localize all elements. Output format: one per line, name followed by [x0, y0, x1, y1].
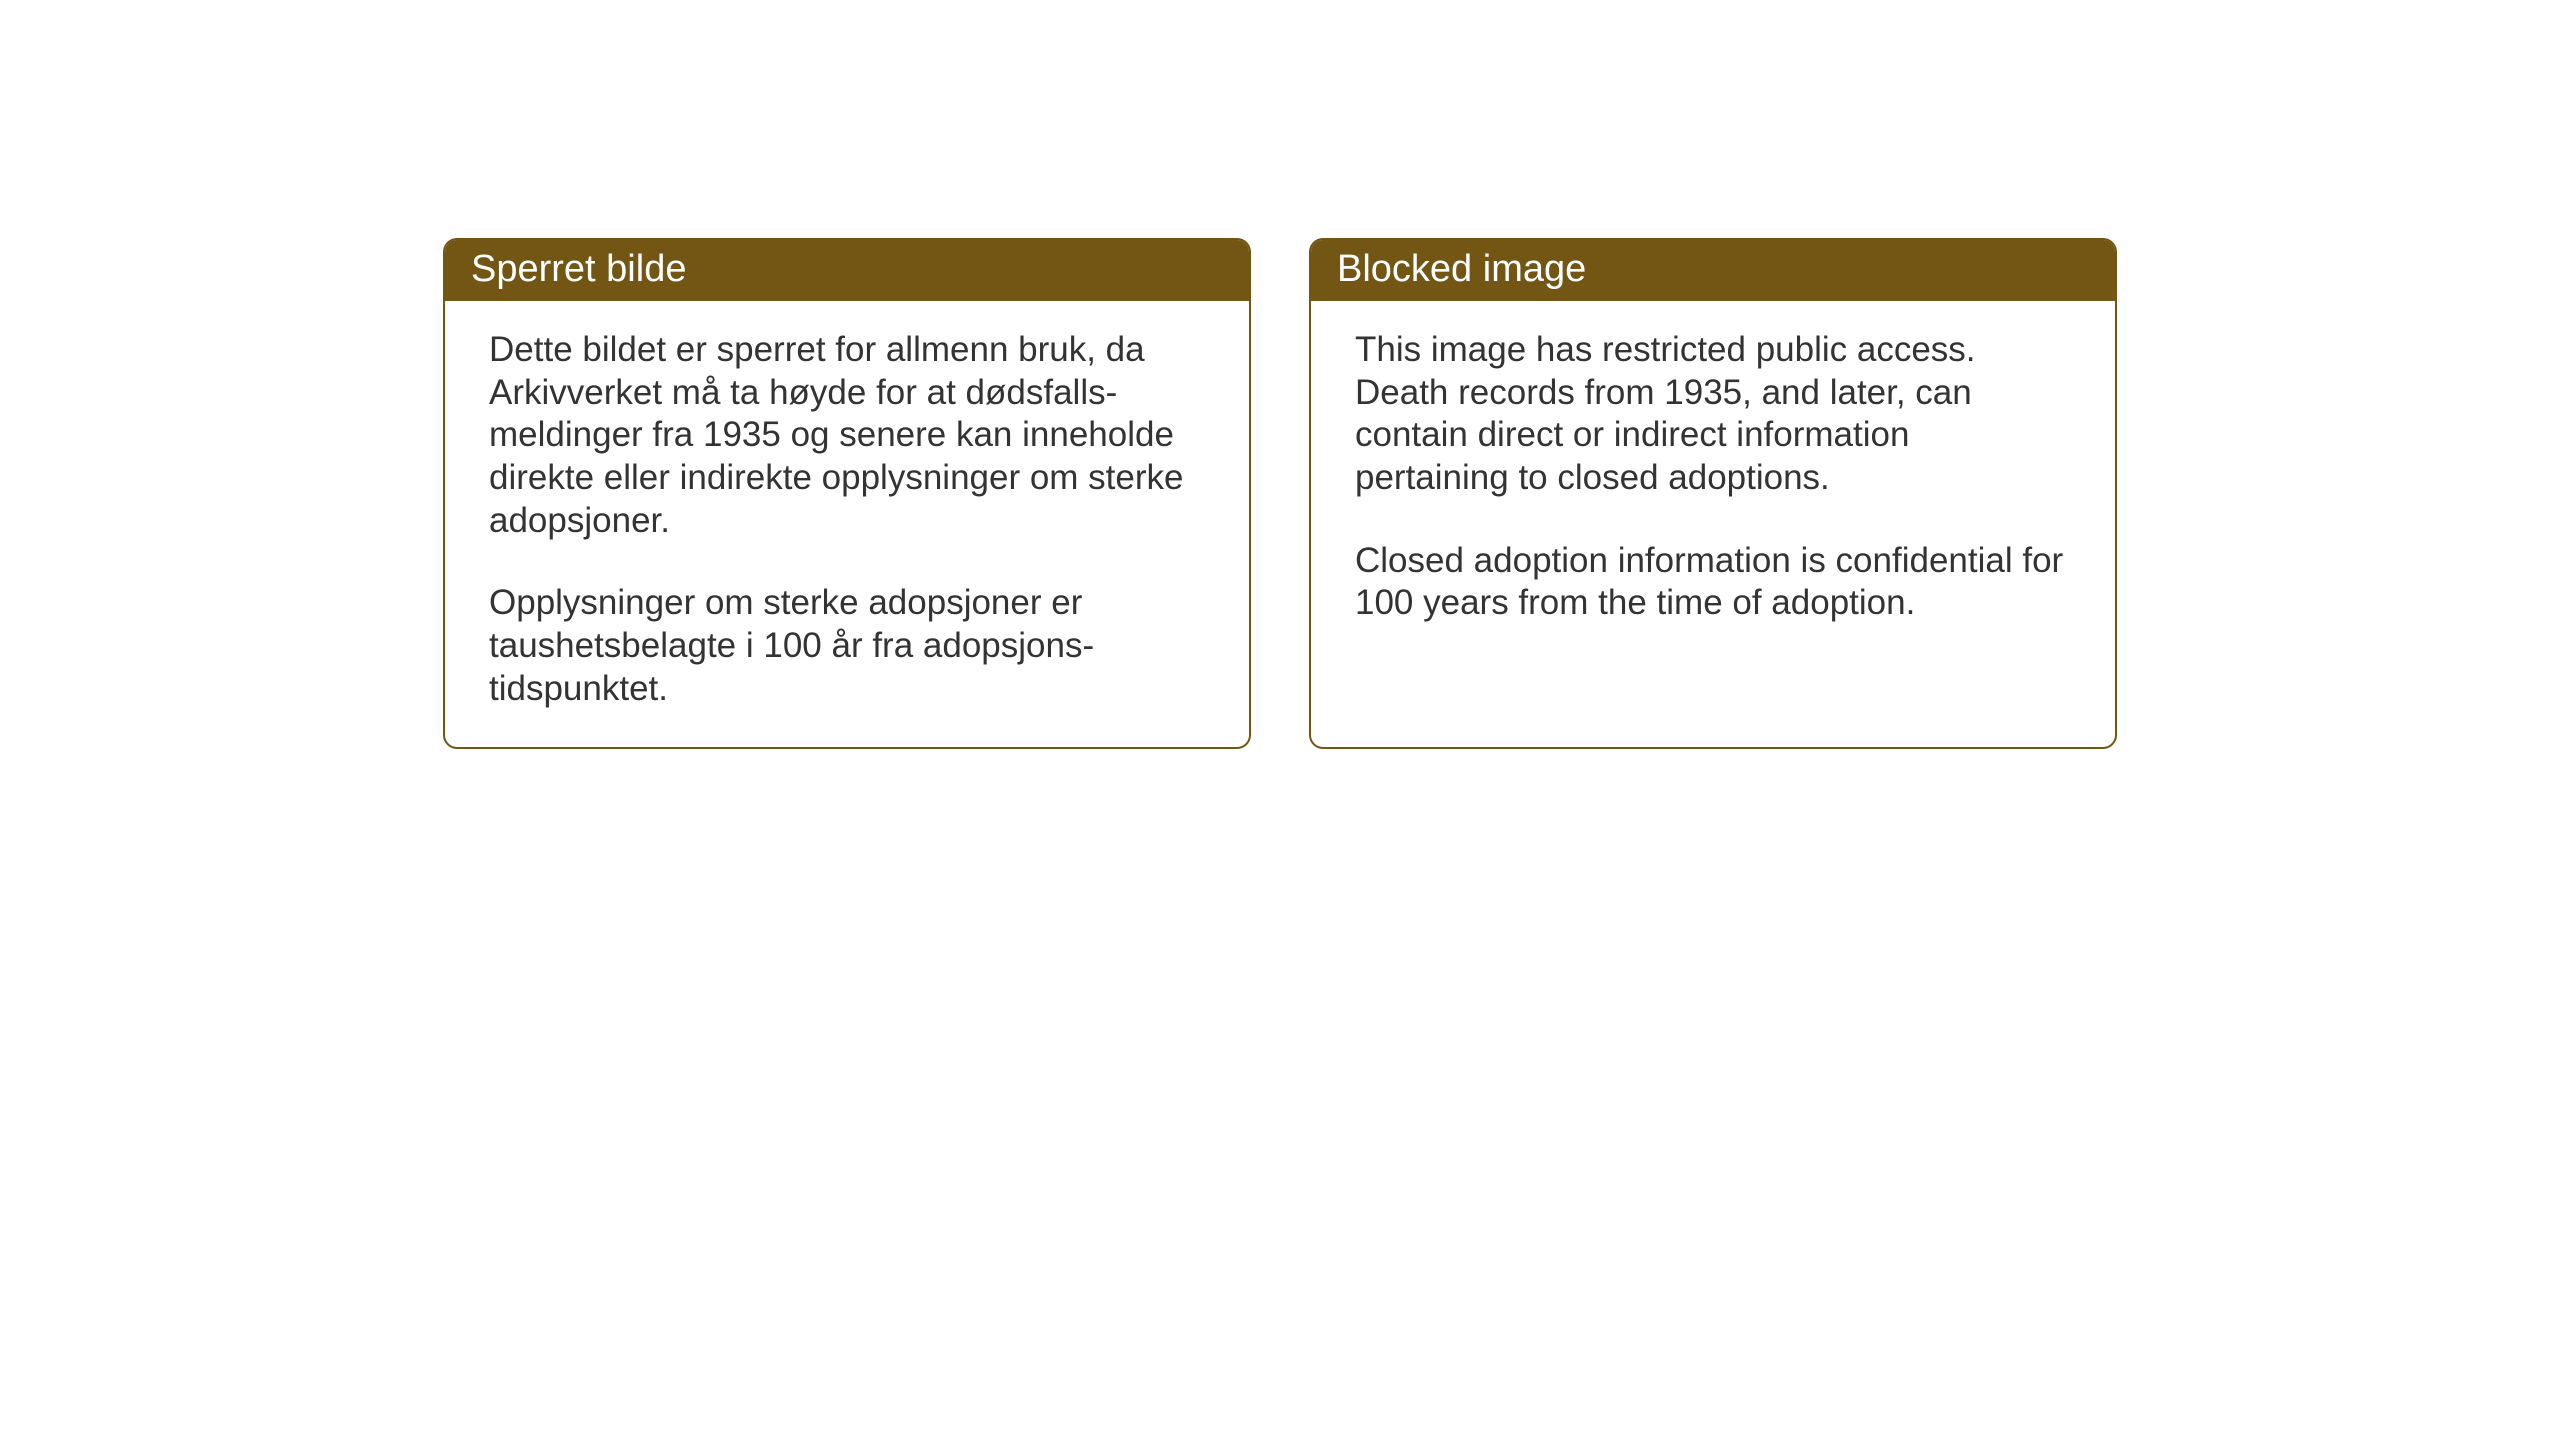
notice-body-english: This image has restricted public access.… [1311, 301, 2115, 741]
notice-header-norwegian: Sperret bilde [445, 240, 1249, 301]
notice-box-norwegian: Sperret bilde Dette bildet er sperret fo… [443, 238, 1251, 749]
notice-paragraph-1-norwegian: Dette bildet er sperret for allmenn bruk… [489, 329, 1205, 542]
notice-paragraph-2-english: Closed adoption information is confident… [1355, 540, 2071, 625]
notice-paragraph-2-norwegian: Opplysninger om sterke adopsjoner er tau… [489, 582, 1205, 710]
notice-body-norwegian: Dette bildet er sperret for allmenn bruk… [445, 301, 1249, 747]
notice-container: Sperret bilde Dette bildet er sperret fo… [443, 238, 2117, 749]
notice-paragraph-1-english: This image has restricted public access.… [1355, 329, 2071, 500]
notice-header-english: Blocked image [1311, 240, 2115, 301]
notice-box-english: Blocked image This image has restricted … [1309, 238, 2117, 749]
